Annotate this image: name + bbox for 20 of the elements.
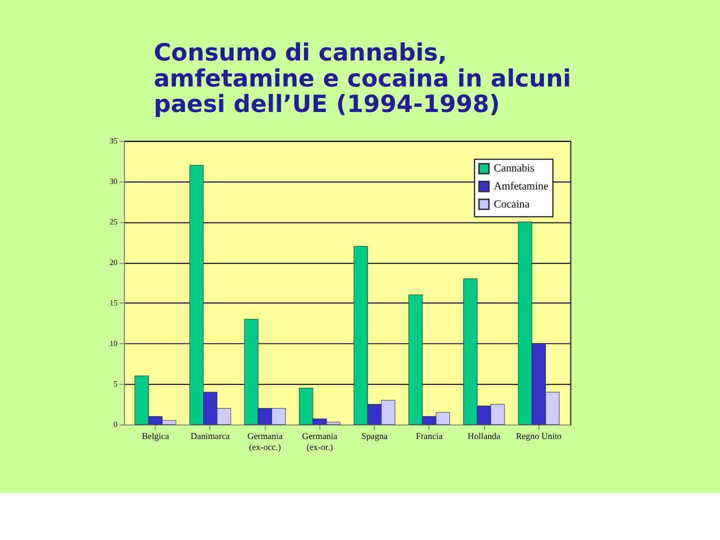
x-tick-label: Regno Unito (516, 430, 562, 441)
y-tick-label: 20 (110, 258, 118, 267)
y-tick-label: 10 (110, 338, 118, 348)
y-tick-label: 25 (110, 217, 118, 226)
legend-label: Amfetamine (494, 180, 548, 192)
x-tick-label: Germania (ex-occ.) (247, 430, 283, 452)
y-tick-label: 30 (110, 176, 118, 186)
y-tick-label: 5 (114, 379, 118, 388)
legend-label: Cocaina (494, 198, 530, 210)
x-tick-label: Danimarca (190, 430, 230, 441)
y-tick-label: 35 (110, 136, 118, 146)
x-tick-label: Belgica (142, 430, 170, 441)
legend-label: Cannabis (494, 162, 534, 175)
x-tick-label: Francia (416, 430, 443, 441)
x-tick-label: Hollanda (468, 430, 500, 441)
x-tick-label: Spagna (361, 430, 388, 441)
x-tick-label: Germania (ex-or.) (302, 430, 338, 452)
y-tick-label: 15 (110, 298, 118, 308)
y-tick-label: 0 (114, 420, 118, 429)
chart-title: Consumo di cannabis, amfetamine e cocaina in alcuni paesi dell’UE (1994-1998) (154, 38, 572, 118)
